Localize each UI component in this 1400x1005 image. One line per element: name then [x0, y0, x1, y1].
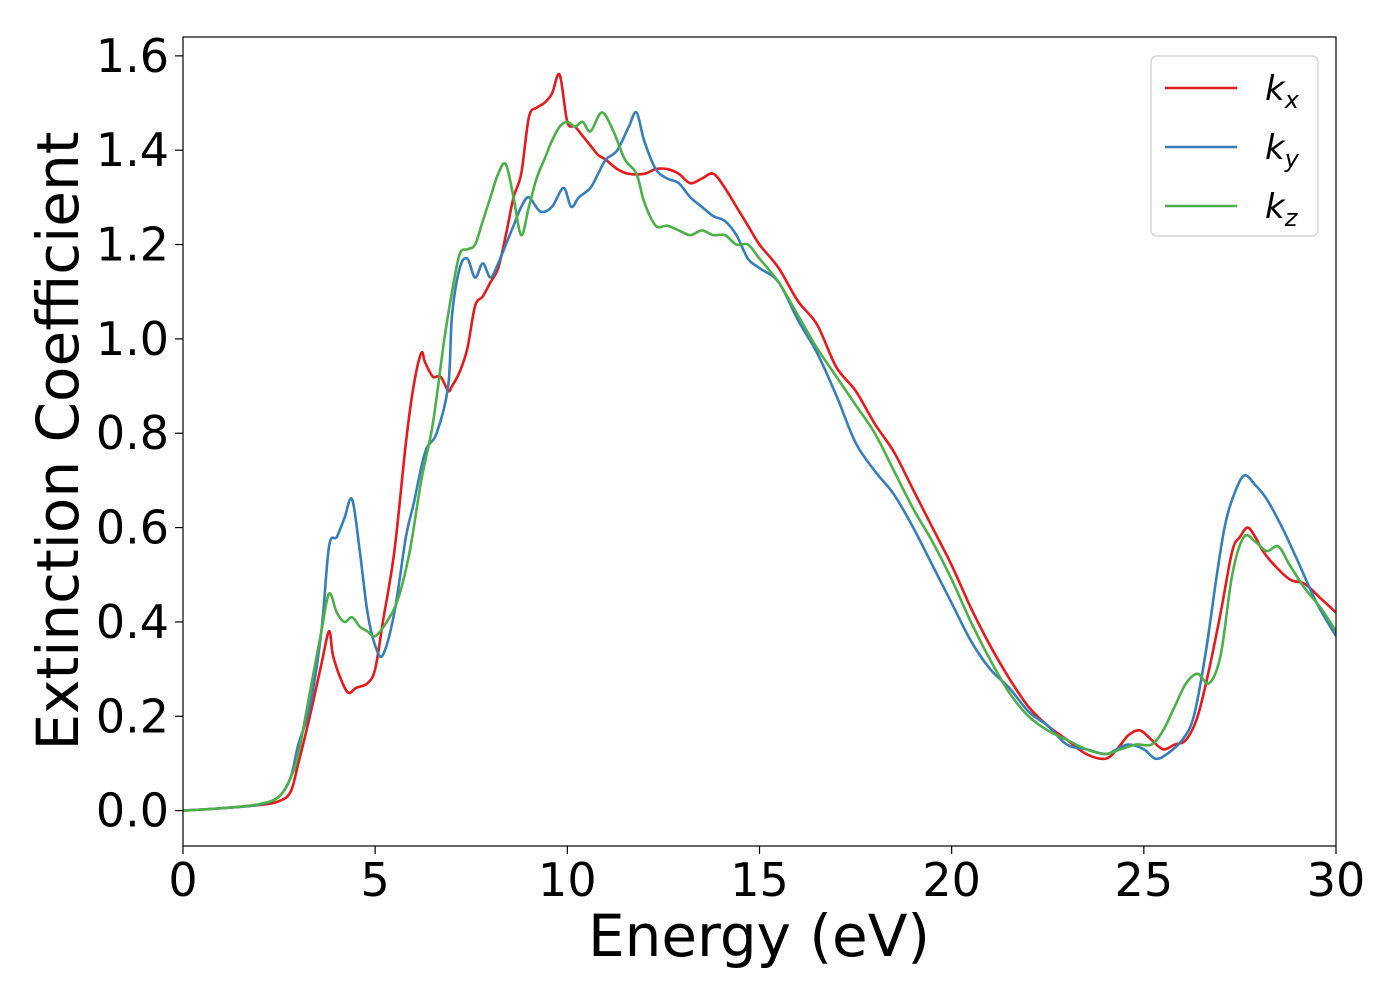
y-axis-title: Extinction Coefficient — [24, 132, 92, 751]
x-tick-label: 20 — [922, 853, 981, 907]
x-axis: 0 5 10 15 20 25 30 — [168, 846, 1365, 907]
series-line-z — [183, 111, 1336, 812]
y-tick-label: 1.4 — [96, 123, 169, 177]
x-tick-label: 10 — [538, 853, 597, 907]
series-line-y — [183, 110, 1336, 812]
legend: kx ky kz — [1150, 55, 1319, 237]
legend-label-x: kx — [1265, 69, 1300, 114]
y-tick-label: 0.2 — [96, 689, 169, 743]
y-tick-label: 1.6 — [96, 29, 169, 83]
y-tick-label: 1.0 — [96, 312, 169, 366]
series-line-x — [183, 72, 1336, 812]
plot-area — [183, 37, 1336, 846]
x-tick-label: 25 — [1115, 853, 1174, 907]
y-tick-label: 0.8 — [96, 406, 169, 460]
series-layer — [183, 72, 1336, 812]
x-axis-title: Energy (eV) — [588, 902, 930, 970]
x-tick-label: 5 — [361, 853, 390, 907]
y-tick-label: 0.4 — [96, 595, 169, 649]
legend-label-y: ky — [1265, 128, 1300, 173]
legend-label-z: kz — [1265, 187, 1299, 232]
y-tick-label: 1.2 — [96, 218, 169, 272]
y-tick-label: 0.6 — [96, 501, 169, 555]
x-tick-label: 30 — [1307, 853, 1366, 907]
y-axis: 0.0 0.2 0.4 0.6 0.8 1.0 1.2 1.4 1.6 — [96, 29, 183, 838]
x-tick-label: 15 — [730, 853, 789, 907]
y-tick-label: 0.0 — [96, 784, 169, 838]
x-tick-label: 0 — [168, 853, 197, 907]
